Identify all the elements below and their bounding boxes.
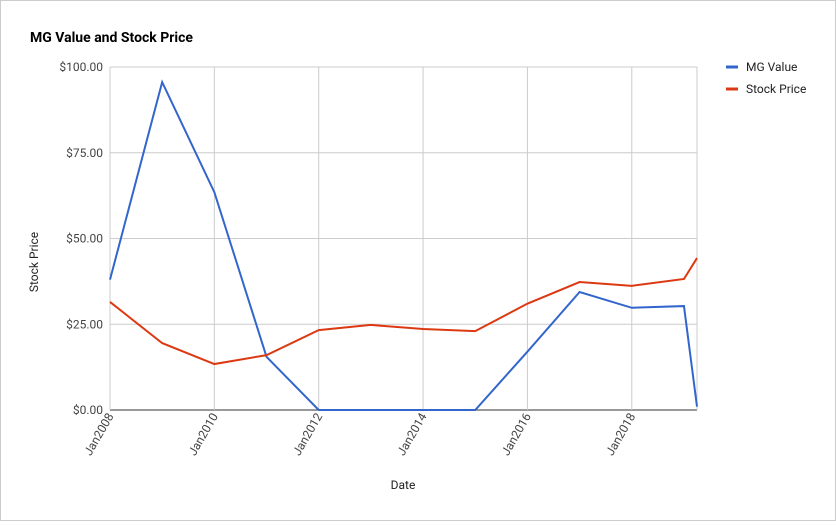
- series-line: [109, 79, 698, 411]
- y-tick-label: $0.00: [73, 403, 103, 417]
- y-tick-label: $25.00: [66, 317, 103, 331]
- x-axis-title: Date: [391, 478, 416, 492]
- y-tick-label: $50.00: [66, 232, 103, 246]
- y-tick-label: $75.00: [66, 146, 103, 160]
- series-line: [109, 257, 698, 366]
- legend-label: Stock Price: [746, 82, 806, 96]
- chart-title: MG Value and Stock Price: [30, 30, 193, 46]
- legend-label: MG Value: [746, 60, 797, 74]
- y-tick-label: $100.00: [59, 60, 103, 74]
- y-axis-title: Stock Price: [27, 232, 41, 292]
